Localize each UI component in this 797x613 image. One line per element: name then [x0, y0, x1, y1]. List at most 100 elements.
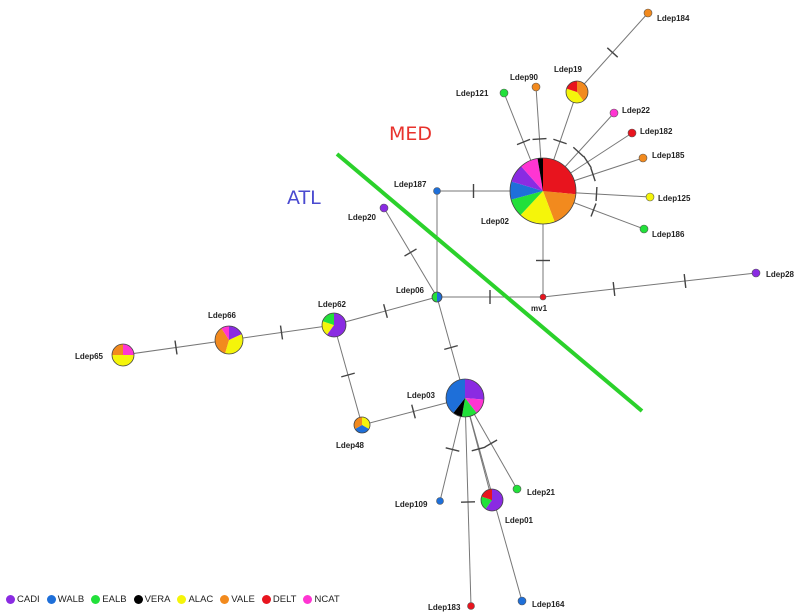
pie-slice-ealb: [322, 313, 334, 325]
mutation-tick: [471, 446, 486, 452]
mutation-tick: [382, 304, 389, 318]
legend-label: NCAT: [314, 593, 340, 605]
link-mv1-ldep28: [542, 272, 757, 298]
legend-swatch: [133, 594, 143, 604]
node-outline: [431, 291, 443, 303]
pie-slice-cadi: [465, 379, 485, 400]
mutation-tick: [445, 447, 460, 452]
legend-label: CADI: [17, 593, 40, 605]
node-label-ldep185: Ldep185: [652, 151, 685, 160]
node-outline: [480, 488, 504, 512]
node-outline: [321, 312, 347, 338]
mutation-tick: [174, 340, 178, 355]
node-outline: [353, 416, 371, 434]
haplotype-node-ldep164: [517, 596, 527, 606]
pie-slice-vale: [112, 344, 123, 355]
region-label-med: MED: [389, 123, 432, 145]
mutation-tick: [411, 404, 416, 419]
pie-slice-ealb: [461, 398, 477, 418]
node-outline: [509, 157, 577, 225]
pie-slice-cadi: [379, 203, 389, 213]
haplotype-node-ldep01: [480, 488, 504, 512]
haplotype-node-ldep48: [353, 416, 371, 434]
pie-slice-ealb: [639, 224, 649, 234]
legend-item-cadi: CADI: [6, 594, 40, 605]
haplotype-node-ldep28: [751, 268, 761, 278]
mutation-tick: [279, 325, 284, 340]
mutation-tick: [484, 439, 498, 448]
legend-label: ALAC: [188, 593, 214, 605]
pie-slice-cadi: [485, 489, 503, 511]
mutation-tick: [612, 281, 616, 297]
legend-item-ncat: NCAT: [303, 593, 340, 605]
node-label-ldep19: Ldep19: [554, 65, 583, 74]
pie-slice-ealb: [432, 292, 437, 302]
legend-label: EALB: [102, 593, 127, 605]
haplotype-node-ldep02: [509, 157, 577, 225]
population-legend: CADI WALB EALB VERA ALAC VALE DELT NCAT: [6, 592, 347, 606]
pie-slice-ncat: [609, 108, 619, 118]
pie-slice-walb: [355, 425, 369, 433]
legend-swatch: [303, 594, 313, 604]
haplotype-node-ldep186: [639, 224, 649, 234]
pie-slice-vale: [531, 82, 541, 92]
node-label-ldep164: Ldep164: [532, 600, 565, 609]
legend-item-delt: DELT: [261, 593, 297, 605]
mutation-tick: [553, 138, 567, 145]
pie-slice-ealb: [512, 484, 522, 494]
haplotype-node-ldep121: [499, 88, 509, 98]
legend-swatch: [46, 594, 56, 604]
haplotype-node-ldep20: [379, 203, 389, 213]
pie-slice-walb: [445, 379, 465, 413]
node-label-ldep65: Ldep65: [75, 352, 104, 361]
node-label-ldep62: Ldep62: [318, 300, 347, 309]
pie-slice-delt: [543, 158, 576, 195]
med-atl-separator: [335, 152, 644, 413]
haplotype-node-ldep66: [214, 325, 244, 355]
haplotype-node-ldep185: [638, 153, 648, 163]
pie-slice-alac: [322, 321, 334, 335]
mutation-tick: [341, 372, 355, 378]
node-label-ldep28: Ldep28: [766, 270, 795, 279]
pie-slice-vale: [543, 191, 576, 222]
node-outline: [565, 80, 589, 104]
pie-slice-vale: [577, 81, 589, 101]
mutation-tick: [444, 344, 458, 351]
pie-slice-walb: [433, 187, 441, 195]
pie-slice-alac: [112, 355, 134, 366]
node-label-ldep125: Ldep125: [658, 194, 691, 203]
legend-label: DELT: [272, 593, 297, 605]
haplotype-node-ldep109: [436, 497, 444, 505]
legend-swatch: [177, 594, 187, 604]
legend-item-alac: ALAC: [177, 594, 213, 605]
haplotype-node-ldep184: [643, 8, 653, 18]
node-label-ldep06: Ldep06: [396, 286, 425, 295]
haplotype-node-mv1: [539, 293, 547, 301]
node-label-ldep01: Ldep01: [505, 516, 534, 525]
mutation-tick: [572, 146, 585, 158]
pie-slice-ncat: [521, 158, 543, 191]
node-label-ldep121: Ldep121: [456, 89, 489, 98]
pie-slice-cadi: [229, 326, 242, 340]
pie-slice-vale: [638, 153, 648, 163]
legend-swatch: [91, 594, 101, 604]
pie-slice-cadi: [751, 268, 761, 278]
legend-label: VALE: [231, 593, 255, 605]
legend-swatch: [261, 594, 271, 604]
haplotype-node-ldep03: [445, 378, 485, 418]
pie-slice-alac: [566, 88, 584, 103]
haplotype-node-ldep65: [111, 343, 135, 367]
pie-slice-walb: [437, 292, 442, 302]
node-label-ldep184: Ldep184: [657, 14, 690, 23]
legend-label: VERA: [144, 593, 171, 605]
pie-slice-ncat: [123, 344, 134, 355]
haplotype-node-ldep19: [565, 80, 589, 104]
pie-slice-delt: [627, 128, 637, 138]
pie-slice-alac: [225, 334, 243, 354]
node-label-ldep02: Ldep02: [481, 217, 510, 226]
mutation-tick: [583, 155, 592, 169]
pie-slice-ealb: [481, 496, 492, 509]
haplotype-node-ldep22: [609, 108, 619, 118]
pie-slice-vale: [215, 328, 229, 354]
